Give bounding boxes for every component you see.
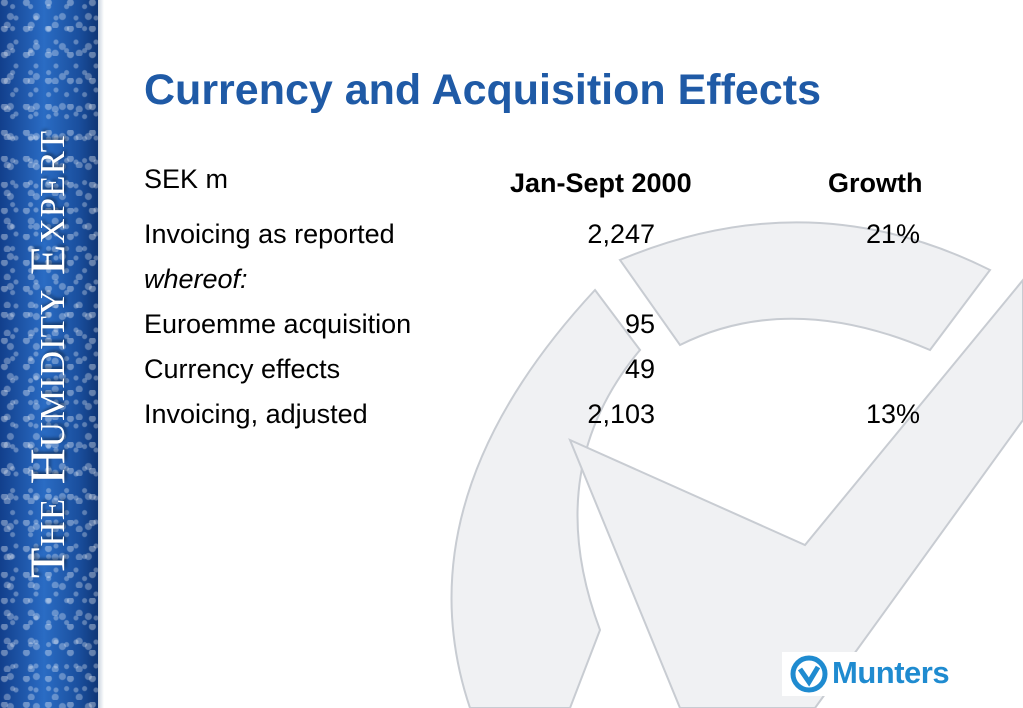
row-growth-invoicing-adjusted: 13% xyxy=(865,399,920,429)
row-label-invoicing-adjusted: Invoicing, adjusted xyxy=(144,399,368,429)
unit-label: SEK m xyxy=(144,164,229,194)
column-header-growth: Growth xyxy=(828,168,923,198)
row-label-whereof: whereof: xyxy=(144,264,248,294)
row-value-invoicing-reported: 2,247 xyxy=(587,219,655,249)
row-value-currency-effects: 49 xyxy=(624,354,655,384)
row-label-invoicing-reported: Invoicing as reported xyxy=(144,219,395,249)
row-value-euroemme: 95 xyxy=(624,309,655,339)
row-label-euroemme: Euroemme acquisition xyxy=(144,309,412,339)
row-value-invoicing-adjusted: 2,103 xyxy=(587,399,655,429)
sidebar-tagline: The Humidity Expert xyxy=(19,129,75,579)
logo-wordmark: Munters xyxy=(832,655,950,690)
row-growth-invoicing-reported: 21% xyxy=(865,219,920,249)
munters-logo: Munters xyxy=(782,652,970,696)
checkmark-watermark-icon xyxy=(450,221,1023,708)
sidebar-banner: The Humidity Expert xyxy=(0,0,98,708)
column-header-period: Jan-Sept 2000 xyxy=(510,168,692,198)
sidebar-edge xyxy=(98,0,104,708)
page-title: Currency and Acquisition Effects xyxy=(144,66,821,114)
munters-mark-icon xyxy=(790,655,828,693)
row-label-currency-effects: Currency effects xyxy=(144,354,341,384)
